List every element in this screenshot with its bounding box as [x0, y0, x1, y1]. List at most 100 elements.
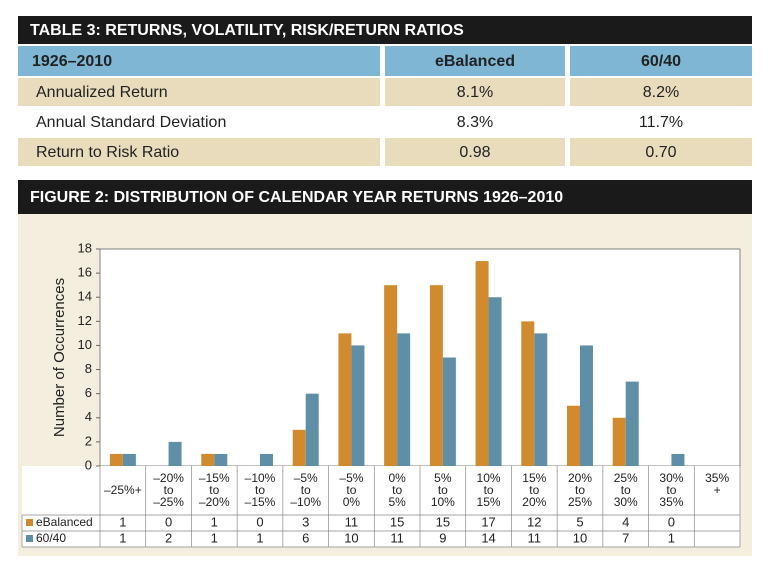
table-text: Return to Risk Ratio	[36, 144, 179, 161]
x-tick-label: 0%	[343, 495, 361, 509]
header-cell	[385, 46, 565, 76]
bar	[475, 261, 489, 466]
x-tick-label: 15%	[522, 471, 546, 485]
y-tick-label: 18	[78, 240, 92, 255]
bar	[625, 381, 639, 466]
table-cell	[18, 78, 380, 106]
header-cell	[570, 46, 752, 76]
data-table-value: 1	[119, 514, 126, 529]
x-tick-label: to	[301, 483, 311, 497]
data-table-value: 2	[165, 530, 172, 545]
data-table-value: 6	[302, 530, 309, 545]
bar	[612, 417, 626, 466]
bar	[338, 333, 352, 466]
x-tick-label: –20%	[199, 495, 230, 509]
header-text: eBalanced	[435, 53, 515, 70]
data-table-area	[22, 466, 740, 547]
y-axis-label: Number of Occurrences	[51, 278, 68, 437]
data-table-value: 14	[481, 530, 495, 545]
bar	[260, 453, 273, 466]
x-tick-label: 20%	[568, 471, 592, 485]
x-tick-label: 25%	[568, 495, 592, 509]
data-table-value: 9	[439, 530, 446, 545]
legend-label: 60/40	[36, 531, 66, 545]
bar	[442, 357, 456, 466]
y-tick-label: 8	[85, 361, 92, 376]
x-tick-label: 20%	[522, 495, 546, 509]
x-tick-label: 35%	[705, 471, 729, 485]
x-tick-label: to	[484, 483, 494, 497]
table-cell	[18, 138, 380, 166]
table-cell	[570, 138, 752, 166]
x-tick-label: to	[209, 483, 219, 497]
x-tick-label: 0%	[388, 471, 406, 485]
y-tick-label: 10	[78, 337, 92, 352]
data-table-value: 0	[668, 514, 675, 529]
data-table-value: 1	[211, 530, 218, 545]
data-table-value: 12	[527, 514, 541, 529]
table-title-bar	[18, 16, 752, 44]
x-tick-label: 35%	[659, 495, 683, 509]
data-table-value: 11	[528, 530, 542, 545]
data-table-value: 7	[622, 530, 629, 545]
x-tick-label: 5%	[388, 495, 406, 509]
x-tick-label: to	[575, 483, 585, 497]
bar	[201, 453, 215, 466]
bar	[168, 441, 182, 466]
x-tick-label: –5%	[339, 471, 363, 485]
x-tick-label: –25%	[153, 495, 184, 509]
data-table-value: 10	[344, 530, 358, 545]
bar	[109, 453, 123, 466]
figure-title-bar	[18, 180, 752, 214]
table-text: 8.3%	[457, 114, 493, 131]
table-text: 0.98	[459, 144, 490, 161]
x-tick-label: to	[529, 483, 539, 497]
bar	[397, 333, 411, 466]
data-table-value: 1	[256, 530, 263, 545]
x-tick-label: 30%	[614, 495, 638, 509]
x-tick-label: –5%	[294, 471, 318, 485]
header-cell	[18, 46, 380, 76]
x-tick-label: to	[438, 483, 448, 497]
data-table-value: 15	[390, 514, 404, 529]
figure-title: FIGURE 2: DISTRIBUTION OF CALENDAR YEAR …	[30, 189, 563, 206]
table-cell	[18, 108, 380, 136]
bar	[567, 405, 580, 466]
data-table-value: 10	[573, 530, 587, 545]
x-tick-label: to	[621, 483, 631, 497]
x-tick-label: –10%	[245, 471, 276, 485]
bar	[488, 297, 502, 466]
y-tick-label: 12	[78, 313, 92, 328]
legend-swatch	[26, 519, 33, 526]
y-tick-label: 16	[78, 265, 92, 280]
table-cell	[570, 78, 752, 106]
x-tick-label: to	[666, 483, 676, 497]
bar	[292, 429, 306, 466]
y-tick-label: 4	[85, 409, 92, 424]
y-tick-label: 14	[78, 289, 92, 304]
table-text: 8.2%	[643, 84, 679, 101]
legend-label: eBalanced	[36, 515, 93, 529]
x-tick-label: 25%	[614, 471, 638, 485]
bar	[214, 453, 228, 466]
x-tick-label: 15%	[477, 495, 501, 509]
bar	[384, 285, 398, 466]
x-tick-label: –15%	[245, 495, 276, 509]
x-tick-label: 30%	[659, 471, 683, 485]
bar	[351, 345, 365, 466]
table-cell	[570, 108, 752, 136]
x-tick-label: –25%+	[104, 483, 142, 497]
table-cell	[385, 78, 565, 106]
table-text: 8.1%	[457, 84, 493, 101]
bar	[122, 453, 136, 466]
data-table-value: 11	[345, 514, 359, 529]
plot-area	[99, 248, 741, 467]
data-table-value: 1	[668, 530, 675, 545]
y-tick-label: 0	[85, 457, 92, 472]
table-title: TABLE 3: RETURNS, VOLATILITY, RISK/RETUR…	[30, 22, 464, 39]
data-table-value: 3	[302, 514, 309, 529]
data-table-value: 4	[622, 514, 629, 529]
table-text: 11.7%	[639, 114, 683, 131]
legend-swatch	[26, 535, 33, 542]
